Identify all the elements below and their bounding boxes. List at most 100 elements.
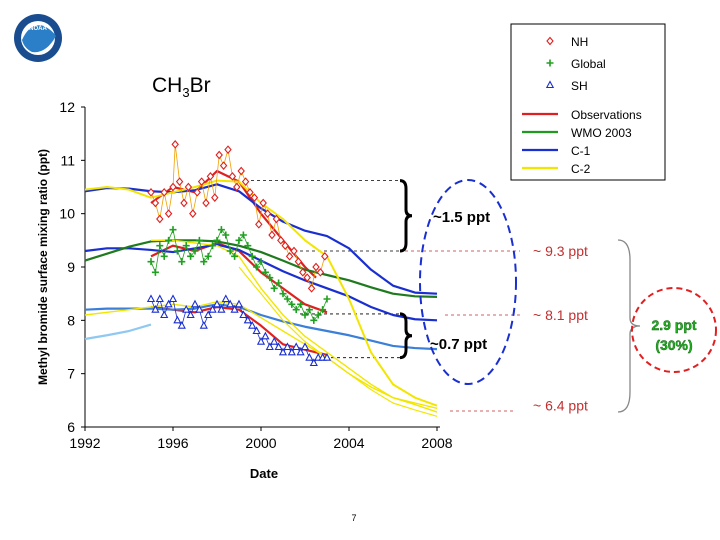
- point-nh: [211, 193, 219, 203]
- right-bracket: [617, 239, 641, 413]
- x-tick-label: 2008: [421, 435, 452, 451]
- point-sh: [226, 299, 235, 308]
- point-global: [297, 300, 305, 308]
- y-tick-label: 7: [67, 366, 75, 382]
- blue-dashed-ellipse: [419, 179, 517, 385]
- legend-label-global: Global: [571, 57, 606, 71]
- point-global: [151, 268, 159, 276]
- point-sh: [199, 320, 208, 329]
- point-global: [156, 242, 164, 250]
- total-label-2: (30%): [655, 337, 692, 353]
- x-tick-label: 2004: [333, 435, 364, 451]
- point-global: [253, 263, 261, 271]
- point-global: [191, 247, 199, 255]
- page-number: 7: [351, 513, 356, 523]
- x-tick-label: 1996: [157, 435, 188, 451]
- point-sh: [287, 347, 296, 356]
- annotations: ~1.5 ppt ~0.7 ppt 2.9 ppt (30%): [399, 179, 717, 413]
- point-global: [301, 311, 309, 319]
- point-sh: [309, 358, 318, 367]
- bracket1-label: ~1.5 ppt: [433, 209, 490, 226]
- y-ticks: 6 7 8 9 10 11 12: [59, 99, 85, 435]
- point-sh: [278, 347, 288, 356]
- point-global: [226, 247, 234, 255]
- point-global: [288, 300, 296, 308]
- point-sh: [300, 342, 310, 351]
- legend: NH Global SH Observations WMO 2003 C-1 C-2: [510, 23, 666, 181]
- point-global: [178, 258, 186, 266]
- point-sh: [182, 304, 191, 313]
- point-global: [310, 316, 318, 324]
- point-nh: [184, 182, 193, 192]
- point-global: [182, 242, 190, 250]
- point-nh: [316, 267, 325, 277]
- point-global: [222, 231, 230, 239]
- point-nh: [156, 214, 164, 224]
- point-global: [200, 258, 208, 266]
- point-nh: [206, 171, 215, 181]
- point-global: [169, 226, 177, 234]
- point-global: [275, 279, 283, 287]
- point-nh: [160, 187, 168, 197]
- point-nh: [233, 182, 241, 192]
- point-global: [231, 252, 239, 260]
- title-main: CH: [152, 74, 182, 97]
- point-global: [292, 306, 300, 314]
- point-sh: [248, 320, 257, 329]
- point-global: [314, 311, 322, 319]
- point-sh: [239, 310, 248, 319]
- chart-title: CH3Br: [152, 74, 211, 100]
- y-axis-label: Methyl bromide surface mixing ratio (ppt…: [36, 149, 50, 385]
- axes: [84, 107, 440, 428]
- point-nh: [281, 241, 289, 251]
- point-nh: [272, 214, 281, 224]
- point-nh: [197, 177, 206, 187]
- point-nh: [215, 150, 223, 160]
- series-line-c-1-nh: [84, 183, 438, 295]
- bracket2-brace: [399, 312, 413, 360]
- point-sh: [164, 299, 173, 308]
- point-global: [235, 236, 243, 244]
- point-nh: [202, 198, 210, 208]
- point-nh: [277, 235, 285, 245]
- point-global: [279, 290, 287, 298]
- point-nh: [303, 273, 311, 283]
- point-sh: [274, 342, 283, 351]
- point-nh: [263, 209, 272, 219]
- point-nh: [241, 177, 250, 187]
- point-sh: [173, 315, 182, 324]
- legend-marker-sh: [545, 80, 555, 89]
- x-axis-label: Date: [250, 466, 278, 481]
- point-sh: [305, 352, 314, 361]
- point-nh: [219, 161, 228, 171]
- point-global: [187, 252, 195, 260]
- point-global: [204, 252, 212, 260]
- dashed-guides: [245, 180, 520, 412]
- point-nh: [255, 219, 263, 229]
- legend-label-nh: NH: [571, 35, 588, 49]
- logo-text: NOAA: [29, 26, 47, 32]
- point-sh: [261, 331, 270, 340]
- x-tick-label: 2000: [245, 435, 276, 451]
- point-sh: [186, 310, 195, 319]
- y-tick-label: 11: [60, 152, 75, 168]
- point-sh: [292, 342, 301, 351]
- y-tick-label: 8: [67, 312, 75, 328]
- point-global: [261, 268, 269, 276]
- point-nh: [250, 193, 259, 203]
- noaa-logo: NOAA: [14, 14, 62, 62]
- point-sh: [177, 320, 186, 329]
- legend-label-c-1: C-1: [571, 144, 591, 158]
- point-sh: [190, 299, 200, 308]
- series-line-wmo-2003-nh: [84, 239, 438, 298]
- point-sh: [265, 342, 274, 351]
- point-global: [323, 295, 331, 303]
- point-nh: [268, 230, 276, 240]
- point-global: [217, 226, 225, 234]
- point-nh: [299, 267, 307, 277]
- point-sh: [146, 294, 156, 303]
- level-label: ~ 8.1 ppt: [533, 307, 588, 323]
- point-sh: [234, 299, 244, 308]
- point-nh: [259, 198, 267, 208]
